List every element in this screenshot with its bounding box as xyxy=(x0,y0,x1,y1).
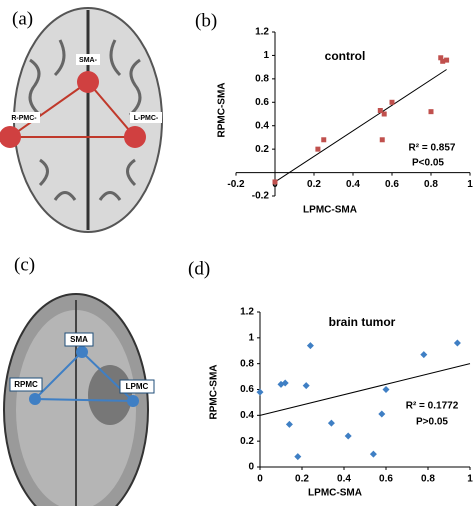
annotation: control xyxy=(325,49,366,63)
y-tick-label: 1 xyxy=(248,332,254,343)
x-tick-label: 0.4 xyxy=(346,179,360,190)
panel-label: (b) xyxy=(195,10,217,31)
y-tick-label: -0.2 xyxy=(252,191,270,202)
brain-c: SMA RPMC LPMC xyxy=(4,294,154,506)
y-tick-label: 1 xyxy=(263,50,269,61)
figure: SMA- R-PMC- L-PMC- SMA RPMC LPMC (a) (b)… xyxy=(0,0,476,506)
x-tick-label: 1 xyxy=(467,474,473,485)
point xyxy=(454,340,461,347)
annotation: R² = 0.1772 xyxy=(406,401,459,412)
point xyxy=(382,112,387,117)
y-axis-title: RPMC-SMA xyxy=(209,365,220,420)
panel-label: (a) xyxy=(12,8,33,29)
x-tick-label: 0.8 xyxy=(421,474,435,485)
point xyxy=(286,421,293,428)
point xyxy=(273,179,278,184)
point xyxy=(420,351,427,358)
region-label: RPMC xyxy=(14,380,38,389)
point xyxy=(390,100,395,105)
point xyxy=(294,453,301,460)
y-tick-label: 0.2 xyxy=(255,144,269,155)
annotation: P<0.05 xyxy=(412,158,444,169)
point xyxy=(345,433,352,440)
point xyxy=(315,147,320,152)
x-tick-label: 0.2 xyxy=(295,474,309,485)
x-axis-title: LPMC-SMA xyxy=(303,205,357,216)
region-label: L-PMC- xyxy=(134,115,159,122)
y-tick-label: 0.6 xyxy=(255,97,269,108)
point xyxy=(383,386,390,393)
x-tick-label: 0.6 xyxy=(379,474,393,485)
region-label: SMA- xyxy=(79,57,98,64)
brain-a: SMA- R-PMC- L-PMC- xyxy=(0,8,162,232)
point xyxy=(378,411,385,418)
annotation: P>0.05 xyxy=(416,417,448,428)
annotation: R² = 0.857 xyxy=(409,143,456,154)
point xyxy=(380,137,385,142)
x-tick-label: 0.6 xyxy=(385,179,399,190)
x-tick-label: 0 xyxy=(257,474,263,485)
y-tick-label: 0.8 xyxy=(255,73,269,84)
x-tick-label: 1 xyxy=(467,179,473,190)
x-tick-label: 0.2 xyxy=(307,179,321,190)
y-tick-label: 0.8 xyxy=(240,358,254,369)
y-tick-label: 0 xyxy=(248,462,254,473)
x-tick-label: -0.2 xyxy=(227,179,245,190)
point xyxy=(321,137,326,142)
x-axis-title: LPMC-SMA xyxy=(308,488,362,499)
x-tick-label: 0.4 xyxy=(337,474,351,485)
region-label: SMA xyxy=(70,335,88,344)
region-label: R-PMC- xyxy=(11,115,37,122)
point xyxy=(307,342,314,349)
point xyxy=(328,420,335,427)
point xyxy=(444,58,449,63)
point xyxy=(370,451,377,458)
y-tick-label: 0.4 xyxy=(240,410,254,421)
region-label: LPMC xyxy=(126,382,149,391)
point xyxy=(303,382,310,389)
panel-label: (c) xyxy=(14,254,35,275)
y-tick-label: 1.2 xyxy=(255,27,269,38)
y-axis-title: RPMC-SMA xyxy=(217,83,228,138)
annotation: brain tumor xyxy=(329,315,396,329)
y-tick-label: 0.6 xyxy=(240,384,254,395)
point xyxy=(429,109,434,114)
x-tick-label: 0.8 xyxy=(424,179,438,190)
y-tick-label: 1.2 xyxy=(240,307,254,318)
y-tick-label: 0.4 xyxy=(255,120,269,131)
panel-label: (d) xyxy=(188,258,210,279)
y-tick-label: 0.2 xyxy=(240,436,254,447)
